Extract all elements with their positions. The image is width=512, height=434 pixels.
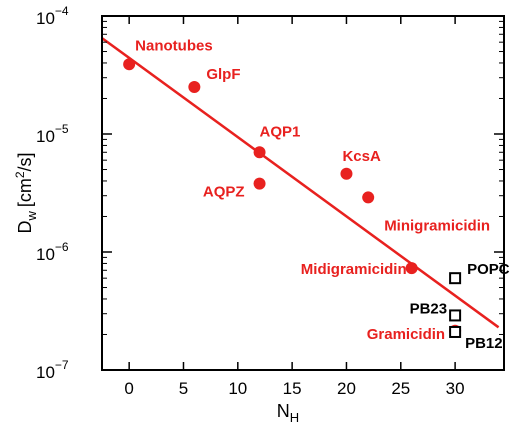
y-tick-label-base: 10	[36, 127, 55, 146]
y-tick-label-base: 10	[36, 9, 55, 28]
plot-frame	[101, 15, 505, 371]
y-tick-label: 10−5	[36, 122, 69, 146]
point-pb23	[449, 309, 462, 322]
point-kcsa	[340, 167, 353, 180]
x-tick-label: 30	[446, 379, 465, 398]
label-midigramicidin: Midigramicidin	[301, 261, 407, 278]
y-tick-label: 10−7	[36, 358, 69, 382]
point-pb12	[449, 325, 462, 338]
x-tick-label: 15	[283, 379, 302, 398]
x-tick-label: 20	[337, 379, 356, 398]
label-aqp1: AQP1	[260, 123, 301, 140]
x-axis-title-main: N	[277, 401, 290, 421]
x-tick-label: 25	[391, 379, 410, 398]
label-minigramicidin: Minigramicidin	[384, 217, 490, 234]
y-tick-label-base: 10	[36, 245, 55, 264]
point-aqp1	[253, 146, 266, 159]
label-glpf: GlpF	[206, 66, 240, 83]
x-axis-title-subscript: H	[290, 410, 299, 425]
point-glpf	[188, 81, 201, 94]
y-axis-title: Dw [cm2/s]	[13, 152, 39, 233]
point-minigramicidin	[362, 191, 375, 204]
y-axis-title-units: [cm	[15, 178, 35, 207]
x-axis-title: NH	[277, 401, 299, 425]
label-popc: POPC	[467, 261, 510, 278]
y-tick-label-exponent: −6	[55, 240, 69, 254]
point-nanotubes	[123, 58, 136, 71]
y-axis-title-main: D	[15, 221, 35, 234]
y-axis-title-subscript: w	[24, 211, 39, 222]
y-tick-label-exponent: −7	[55, 358, 69, 372]
point-aqpz	[253, 177, 266, 190]
point-popc	[449, 272, 462, 285]
y-axis-title-units-tail: /s]	[15, 152, 35, 171]
x-tick-label: 5	[179, 379, 188, 398]
label-pb12: PB12	[465, 335, 503, 352]
y-tick-label-exponent: −5	[55, 122, 69, 136]
y-tick-label-exponent: −4	[55, 4, 69, 18]
label-aqpz: AQPZ	[203, 184, 245, 201]
y-tick-label-base: 10	[36, 363, 55, 382]
y-tick-label: 10−6	[36, 240, 69, 264]
label-kcsa: KcsA	[342, 148, 381, 165]
label-nanotubes: Nanotubes	[135, 37, 213, 54]
label-pb23: PB23	[410, 300, 448, 317]
y-tick-label: 10−4	[36, 4, 69, 28]
y-axis-title-units-sup: 2	[13, 171, 27, 178]
label-gramicidin: Gramicidin	[367, 326, 445, 343]
x-tick-label: 0	[124, 379, 133, 398]
point-midigramicidin	[405, 262, 418, 275]
x-tick-label: 10	[228, 379, 247, 398]
fit-line	[101, 37, 500, 329]
